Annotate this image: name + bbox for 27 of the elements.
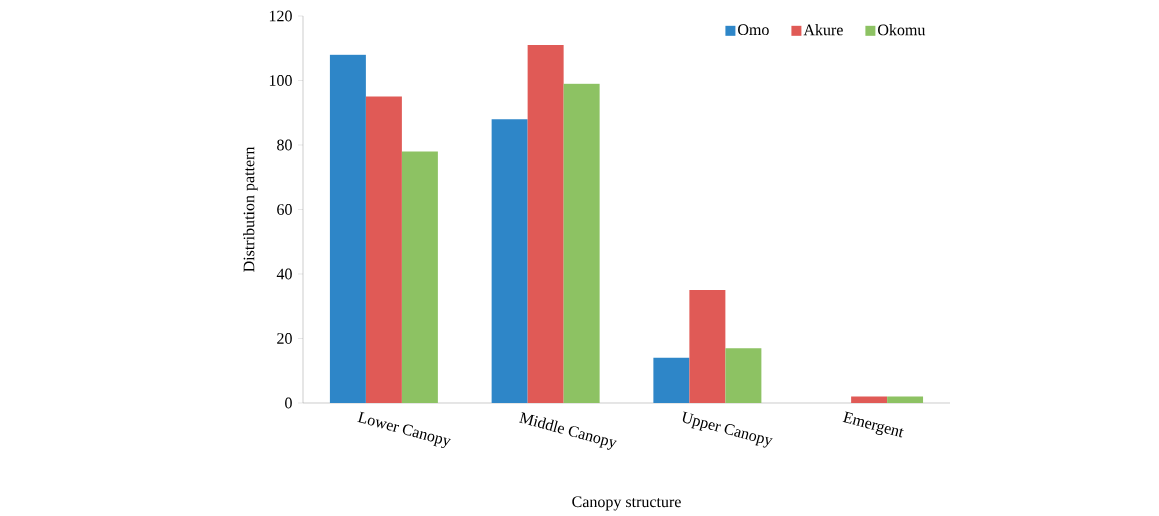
x-tick-label: Lower Canopy (357, 411, 452, 449)
bar (491, 119, 528, 404)
x-tick-label: Upper Canopy (682, 411, 773, 448)
y-tick-label: 40 (276, 268, 292, 280)
y-tick-label: 100 (269, 75, 292, 86)
bar (851, 396, 888, 404)
legend-label: Akure (803, 24, 843, 36)
y-tick-label: 120 (269, 10, 292, 22)
bar (653, 357, 690, 404)
y-tick-label: 0 (285, 397, 292, 409)
bar (329, 54, 366, 404)
x-tick-label: Middle Canopy (519, 412, 618, 450)
bar (887, 396, 924, 404)
bar (527, 45, 564, 404)
y-tick-label: 60 (277, 204, 292, 215)
y-axis-title: Distribution pattern (243, 146, 258, 273)
y-tick-label: 20 (277, 333, 292, 344)
x-tick-label: Emergent (842, 411, 904, 438)
bar (401, 151, 438, 404)
legend-label: Omo (738, 24, 769, 36)
bar (365, 96, 402, 404)
legend-label: Okomu (878, 24, 926, 36)
bar (725, 348, 762, 404)
y-tick-label: 80 (277, 139, 292, 151)
bar (563, 83, 600, 404)
x-axis-title: Canopy structure (572, 496, 681, 511)
bar (689, 290, 726, 404)
